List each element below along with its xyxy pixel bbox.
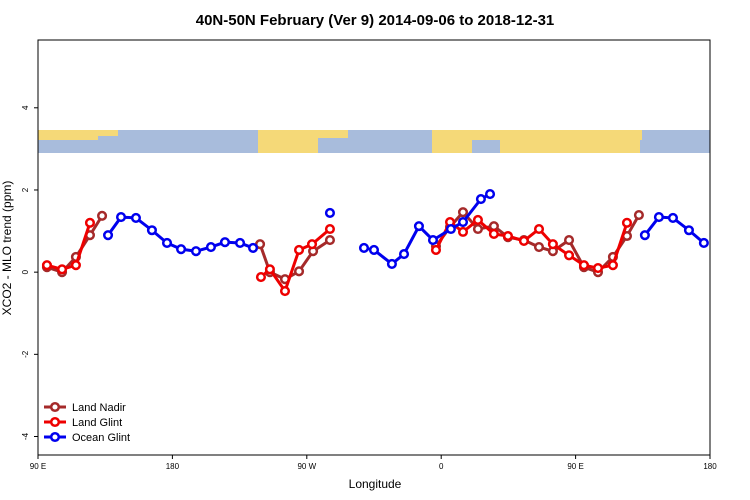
point bbox=[563, 250, 575, 261]
chart-title: 40N-50N February (Ver 9) 2014-09-06 to 2… bbox=[196, 12, 555, 29]
point bbox=[255, 272, 267, 283]
point bbox=[472, 223, 483, 235]
point bbox=[368, 244, 380, 256]
y-axis-label: XCO2 - MLO trend (ppm) bbox=[0, 181, 14, 316]
x-tick-label: 0 bbox=[439, 462, 444, 471]
point bbox=[683, 225, 694, 236]
point bbox=[70, 260, 81, 271]
y-tick-label: 0 bbox=[21, 269, 30, 274]
point bbox=[475, 193, 486, 205]
point bbox=[219, 237, 231, 248]
point bbox=[324, 235, 335, 246]
point bbox=[639, 230, 650, 241]
point bbox=[472, 214, 483, 226]
point bbox=[293, 244, 305, 256]
point bbox=[484, 189, 496, 200]
point bbox=[518, 235, 529, 246]
point bbox=[413, 221, 424, 232]
point bbox=[667, 212, 679, 223]
point bbox=[607, 260, 618, 271]
point bbox=[398, 249, 410, 260]
point bbox=[488, 221, 499, 232]
legend-label: Ocean Glint bbox=[72, 432, 130, 444]
point bbox=[176, 244, 187, 255]
point bbox=[130, 212, 142, 223]
point bbox=[488, 228, 499, 239]
x-tick-label: 90 E bbox=[567, 462, 583, 471]
point bbox=[279, 286, 291, 297]
point bbox=[578, 260, 590, 271]
point bbox=[97, 210, 108, 221]
y-tick-label: 4 bbox=[21, 105, 30, 110]
point bbox=[190, 246, 202, 257]
point bbox=[41, 260, 53, 271]
world-map-strip bbox=[38, 130, 710, 153]
point bbox=[457, 207, 469, 218]
point bbox=[445, 223, 456, 235]
legend-label: Land Nadir bbox=[72, 402, 126, 414]
point bbox=[698, 237, 709, 249]
point bbox=[115, 212, 127, 223]
x-tick-label: 90 E bbox=[30, 462, 46, 471]
point bbox=[430, 244, 442, 256]
point bbox=[427, 235, 439, 246]
x-tick-label: 90 W bbox=[297, 462, 316, 471]
point bbox=[264, 264, 275, 275]
point bbox=[56, 264, 68, 275]
point bbox=[563, 235, 575, 246]
point bbox=[84, 217, 96, 228]
y-tick-label: 2 bbox=[21, 187, 30, 192]
point bbox=[502, 230, 514, 242]
point bbox=[293, 266, 305, 277]
point bbox=[386, 258, 397, 269]
point bbox=[146, 225, 157, 236]
point bbox=[324, 223, 335, 235]
point bbox=[247, 242, 259, 253]
legend-marker bbox=[49, 401, 61, 413]
point bbox=[234, 237, 246, 249]
plot-frame bbox=[37, 39, 711, 456]
point bbox=[533, 242, 545, 253]
point bbox=[102, 230, 114, 241]
point bbox=[457, 226, 469, 237]
point bbox=[653, 212, 664, 223]
point bbox=[621, 217, 633, 228]
point bbox=[633, 209, 644, 221]
point bbox=[205, 242, 216, 253]
y-tick-label: -4 bbox=[21, 432, 30, 440]
x-tick-label: 180 bbox=[703, 462, 717, 471]
y-tick-label: -2 bbox=[21, 350, 30, 358]
point bbox=[592, 262, 604, 274]
point bbox=[161, 237, 173, 249]
point bbox=[358, 242, 370, 253]
legend-label: Land Glint bbox=[72, 417, 122, 429]
legend-marker bbox=[49, 416, 61, 428]
point bbox=[324, 207, 335, 219]
point bbox=[547, 239, 558, 250]
x-tick-label: 180 bbox=[166, 462, 180, 471]
point bbox=[533, 223, 545, 235]
point bbox=[306, 239, 318, 250]
point bbox=[457, 216, 469, 228]
x-axis-label: Longitude bbox=[349, 477, 402, 491]
legend-marker bbox=[49, 431, 61, 443]
